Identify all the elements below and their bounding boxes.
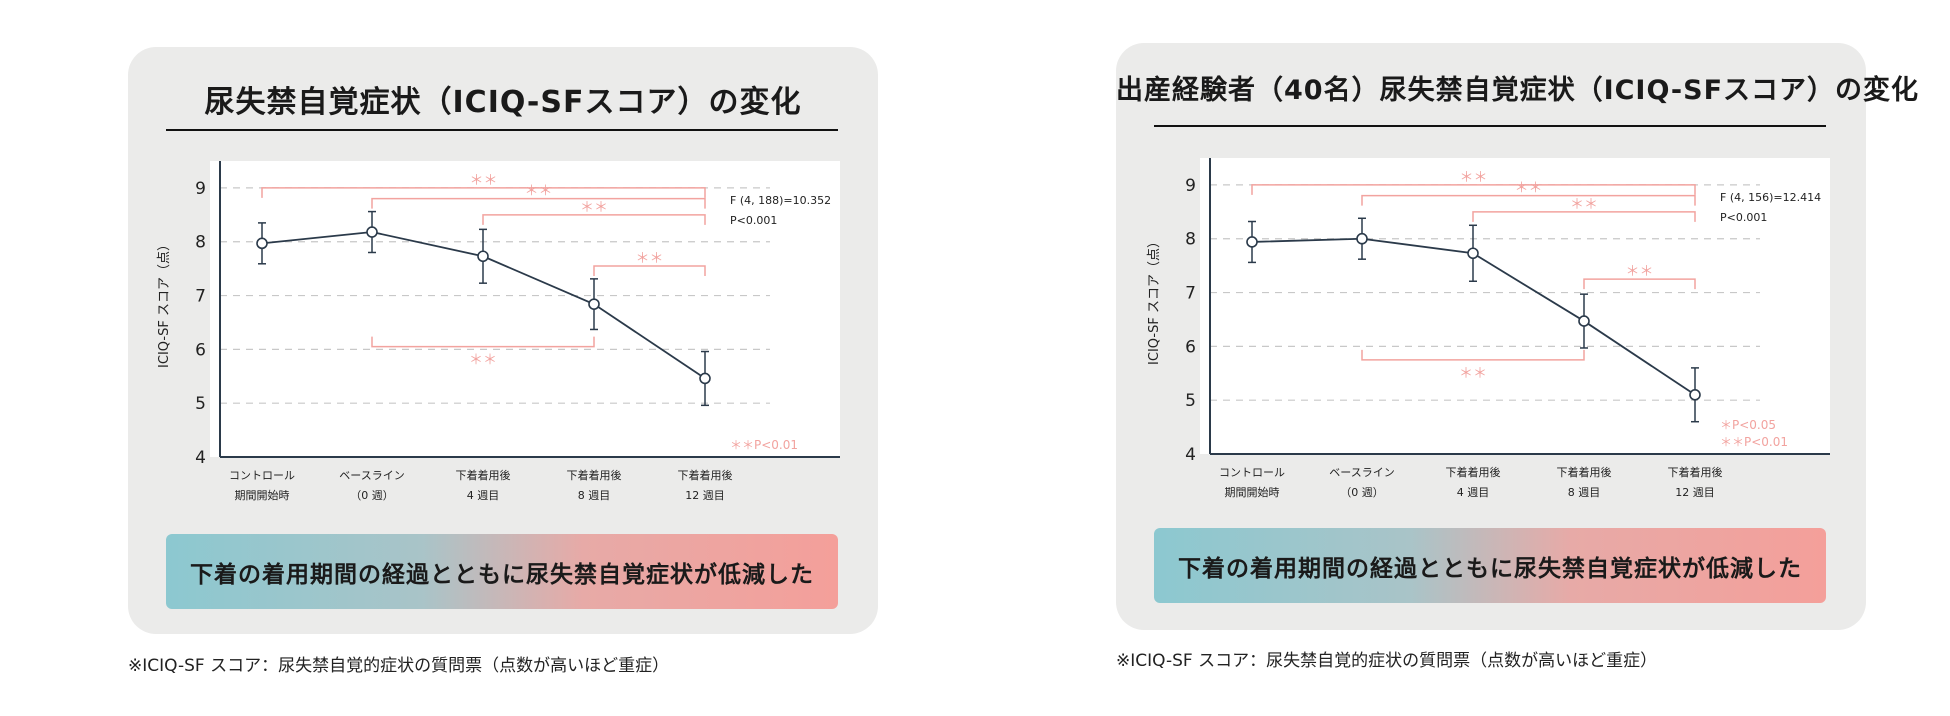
summary-banner: 下着の着用期間の経過とともに尿失禁自覚症状が低減した: [1154, 528, 1826, 603]
x-tick-label: 下着着用後: [1557, 465, 1612, 479]
x-tick-label: コントロール: [229, 469, 295, 482]
footnote: ※ICIQ-SF スコア：尿失禁自覚的症状の質問票（点数が高いほど重症）: [128, 656, 670, 676]
data-point: [1356, 232, 1368, 245]
x-tick-label: 期間開始時: [1225, 485, 1280, 499]
significance-label: ＊＊: [525, 184, 553, 200]
significance-label: ＊＊: [1570, 197, 1598, 213]
title-divider: [1154, 125, 1826, 127]
chart-title: 出産経験者（40名）尿失禁自覚症状（ICIQ-SFスコア）の変化: [1116, 75, 1920, 106]
title-divider: [166, 129, 838, 131]
significance-label: ＊＊: [1460, 170, 1488, 186]
significance-bracket: [1361, 194, 1696, 206]
chart-title: 尿失禁自覚症状（ICIQ-SFスコア）の変化: [204, 85, 802, 120]
x-tick-label: 4 週目: [1457, 486, 1490, 499]
footnote: ※ICIQ-SF スコア：尿失禁自覚的症状の質問票（点数が高いほど重症）: [1116, 651, 1658, 671]
y-tick-label: 6: [1185, 337, 1196, 357]
significance-bracket: [1472, 211, 1696, 222]
y-axis-label: ICIQ-SF スコア（点）: [1147, 235, 1162, 365]
y-tick-label: 9: [195, 179, 206, 199]
x-tick-label: 8 週目: [578, 489, 611, 502]
x-tick-label: 8 週目: [1568, 486, 1601, 499]
summary-banner: 下着の着用期間の経過とともに尿失禁自覚症状が低減した: [166, 534, 838, 609]
data-point: [1578, 315, 1590, 327]
significance-bracket: [1251, 184, 1696, 195]
y-tick-label: 5: [1185, 391, 1196, 411]
significance-label: ＊＊: [470, 173, 498, 189]
significance-bracket: [371, 197, 706, 209]
significance-note: ＊P<0.05: [1720, 418, 1776, 432]
x-tick-label: ベースライン: [1329, 466, 1394, 479]
y-tick-label: 7: [1185, 284, 1196, 304]
y-tick-label: 4: [1185, 445, 1196, 465]
significance-bracket: [1583, 278, 1696, 290]
y-tick-label: 9: [1185, 176, 1196, 196]
stats-text: P<0.001: [1720, 211, 1767, 224]
plot-area: 4 5 6 7 8 9 ICIQ-SF スコア（点） コントロール 期間開始時 ベースライン （0 …: [1147, 158, 1830, 499]
significance-label: ＊＊: [580, 200, 608, 216]
stats-text: F (4, 188)=10.352: [730, 194, 831, 207]
significance-label: ＊＊: [1626, 264, 1654, 280]
data-point: [588, 298, 600, 310]
chart-panel-left: 尿失禁自覚症状（ICIQ-SFスコア）の変化 4 5 6 7 8 9 ICIQ-SF スコア…: [128, 47, 878, 634]
significance-label: ＊＊: [469, 353, 497, 369]
data-point: [1246, 236, 1258, 248]
significance-bracket: [261, 187, 706, 198]
significance-note: ＊＊P<0.01: [1720, 435, 1788, 449]
x-tick-label: 12 週目: [685, 489, 725, 502]
y-tick-label: 5: [195, 394, 206, 414]
significance-label: ＊＊: [636, 251, 664, 267]
stats-text: P<0.001: [730, 214, 777, 227]
significance-bracket: [482, 214, 706, 225]
x-tick-label: （0 週）: [1340, 486, 1384, 499]
data-point: [366, 226, 378, 238]
x-tick-label: 4 週目: [467, 489, 500, 502]
significance-bracket: [371, 336, 595, 348]
x-tick-label: 下着着用後: [567, 468, 622, 482]
significance-note: ＊＊P<0.01: [730, 438, 798, 452]
x-tick-label: （0 週）: [350, 489, 394, 502]
chart-panel-right: 出産経験者（40名）尿失禁自覚症状（ICIQ-SFスコア）の変化 4 5 6 7 8 9 I…: [1116, 43, 1920, 630]
x-tick-label: 12 週目: [1675, 486, 1715, 499]
y-axis-label: ICIQ-SF スコア（点）: [157, 238, 172, 368]
significance-bracket: [1361, 349, 1585, 361]
x-tick-label: 期間開始時: [235, 488, 290, 502]
y-tick-label: 7: [195, 287, 206, 307]
stats-text: F (4, 156)=12.414: [1720, 191, 1821, 204]
significance-label: ＊＊: [1515, 181, 1543, 197]
y-tick-label: 6: [195, 340, 206, 360]
significance-bracket: [593, 265, 706, 276]
data-point: [1467, 247, 1479, 260]
data-point: [477, 250, 489, 263]
x-tick-label: 下着着用後: [1668, 465, 1723, 479]
data-point: [699, 372, 711, 385]
data-point: [1689, 389, 1701, 401]
x-tick-label: 下着着用後: [678, 468, 733, 482]
data-point: [256, 237, 268, 250]
x-tick-label: ベースライン: [339, 469, 404, 482]
y-tick-label: 4: [195, 448, 206, 468]
y-tick-label: 8: [1185, 230, 1196, 250]
significance-label: ＊＊: [1459, 366, 1487, 382]
plot-area: 4 5 6 7 8 9 ICIQ-SF スコア（点） コントロール 期間開始時 ベースライン （0 …: [157, 161, 840, 502]
y-tick-label: 8: [195, 233, 206, 253]
x-tick-label: コントロール: [1219, 466, 1285, 479]
x-tick-label: 下着着用後: [456, 468, 511, 482]
x-tick-label: 下着着用後: [1446, 465, 1501, 479]
